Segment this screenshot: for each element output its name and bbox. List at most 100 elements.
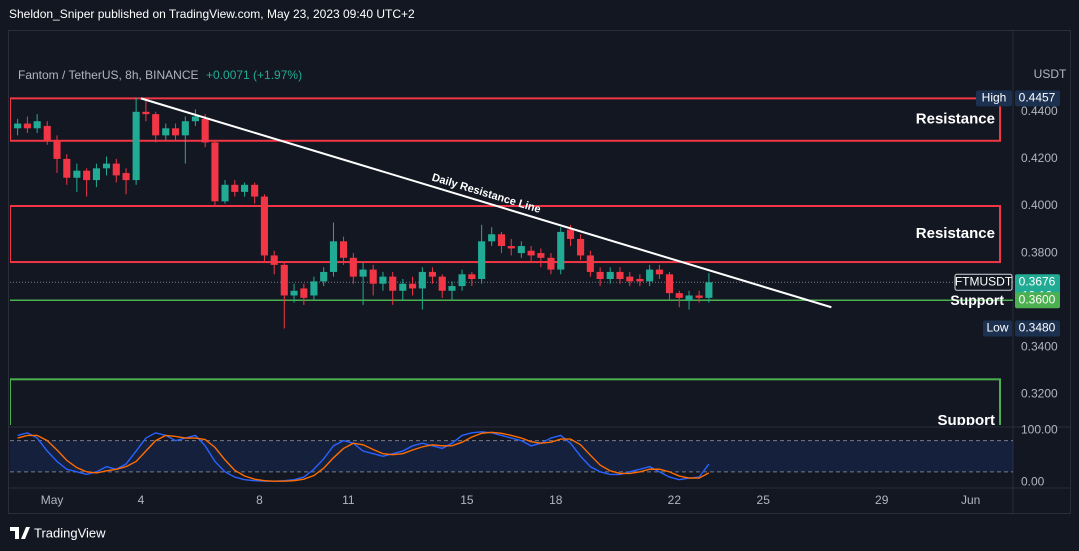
zone-box	[10, 97, 1001, 142]
candle-body	[280, 264, 288, 296]
candle-body	[626, 276, 634, 282]
price-label: 0.3676	[1019, 274, 1056, 288]
candle-body	[478, 241, 486, 279]
oscillator-tick-label: 0.00	[1021, 474, 1045, 488]
price-label-box	[1015, 320, 1060, 337]
x-tick-label: 8	[256, 493, 263, 507]
price-pane: Resistance Resistance Support	[10, 97, 1013, 429]
candle-body	[310, 281, 318, 296]
candle-body	[320, 271, 328, 282]
candle-body	[102, 163, 111, 169]
candle-body	[260, 196, 268, 256]
candle-body	[142, 111, 150, 115]
price-label: 0.4457	[1019, 91, 1056, 105]
candle-body	[329, 241, 338, 272]
candle-body	[428, 271, 436, 277]
candle-body	[63, 158, 71, 178]
price-change: +0.0071 (+1.97%)	[206, 68, 302, 82]
candle-body	[33, 121, 41, 129]
x-tick-label: Jun	[961, 493, 980, 507]
x-tick-label: 29	[875, 493, 889, 507]
candle-body	[547, 257, 555, 270]
candle-body	[705, 282, 713, 298]
candle-body	[646, 269, 654, 282]
candle-body	[339, 241, 348, 258]
y-tick-label: 0.4200	[1021, 151, 1058, 165]
symbol-title: Fantom / TetherUS, 8h, BINANCE	[18, 68, 199, 82]
y-tick-label: 0.3800	[1021, 245, 1058, 259]
candle-body	[152, 114, 160, 136]
x-tick-label: 22	[668, 493, 682, 507]
candle-body	[488, 234, 496, 242]
logo-text: TradingView	[34, 525, 106, 540]
candle-body	[181, 121, 189, 136]
candle-body	[616, 271, 624, 279]
candle-body	[191, 116, 199, 122]
candle-body	[409, 283, 417, 289]
candle-body	[596, 271, 604, 279]
candle-body	[448, 286, 456, 291]
x-tick-label: 25	[757, 493, 771, 507]
candle-body	[566, 229, 575, 239]
zone-label: Resistance	[916, 225, 995, 242]
candle-body	[251, 184, 259, 197]
candle-body	[23, 123, 31, 129]
x-tick-label: 4	[138, 493, 145, 507]
candle-body	[369, 269, 377, 284]
candle-body	[695, 295, 703, 298]
candle-body	[606, 271, 614, 279]
candle-body	[14, 123, 22, 129]
candle-body	[655, 269, 663, 275]
y-tick-label: 0.4400	[1021, 104, 1058, 118]
y-tick-label: 0.3400	[1021, 339, 1058, 353]
candle-body	[517, 246, 525, 254]
price-label: 0.3480	[1019, 321, 1056, 335]
oscillator-band-fill	[10, 440, 1013, 472]
candle-body	[636, 279, 644, 282]
candle-body	[379, 276, 387, 284]
price-name: High	[982, 91, 1007, 105]
price-name-box	[983, 320, 1012, 337]
zone-label: Support	[938, 412, 996, 429]
candle-body	[112, 163, 120, 176]
candle-body	[270, 255, 278, 265]
candle-body	[162, 128, 170, 136]
candle-body	[527, 250, 535, 256]
candle-body	[577, 238, 585, 256]
oscillator-tick-label: 100.00	[1021, 422, 1058, 436]
candle-body	[122, 173, 130, 181]
price-label-box	[1015, 90, 1060, 107]
price-label-box	[1015, 292, 1060, 309]
x-tick-label: 11	[342, 493, 355, 507]
candle-body	[507, 246, 515, 249]
price-name-box	[954, 273, 1013, 291]
candle-body	[171, 128, 180, 136]
candle-body	[418, 271, 426, 289]
price-name: FTMUSDT	[955, 274, 1013, 288]
candle-body	[132, 111, 140, 181]
x-tick-label: May	[41, 493, 64, 507]
candle-body	[665, 274, 674, 294]
candle-body	[92, 168, 100, 181]
candle-body	[468, 274, 476, 279]
candle-body	[300, 288, 308, 298]
x-tick-label: 15	[460, 493, 474, 507]
candle-body	[399, 283, 407, 291]
oscillator-line	[17, 431, 710, 482]
candle-body	[211, 142, 219, 202]
oscillator-pane	[10, 431, 1013, 482]
candle-body	[685, 295, 693, 301]
price-name: Low	[986, 321, 1008, 335]
trend-line	[140, 97, 832, 309]
candle-body	[458, 274, 466, 287]
tradingview-logo: TradingView	[10, 525, 106, 540]
zone-label: Resistance	[916, 111, 995, 128]
candle-body	[53, 140, 61, 159]
candle-body	[241, 184, 249, 192]
candle-body	[497, 234, 506, 247]
candle-body	[231, 184, 239, 192]
candle-body	[43, 125, 51, 141]
candle-body	[359, 269, 367, 277]
price-name: Support	[950, 292, 1004, 308]
